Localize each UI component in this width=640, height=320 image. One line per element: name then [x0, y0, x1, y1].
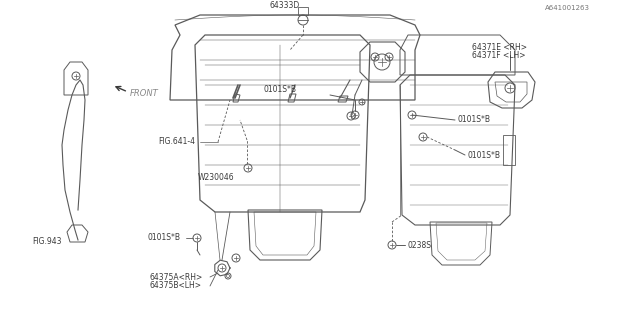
- Text: 0101S*B: 0101S*B: [264, 85, 297, 94]
- Text: FIG.641-4: FIG.641-4: [158, 138, 195, 147]
- Text: FRONT: FRONT: [130, 89, 159, 98]
- Text: 64371E <RH>: 64371E <RH>: [472, 43, 527, 52]
- Text: W230046: W230046: [198, 173, 235, 182]
- Text: 0238S: 0238S: [407, 241, 431, 250]
- Text: A641001263: A641001263: [545, 5, 590, 11]
- Text: 64375B<LH>: 64375B<LH>: [150, 282, 202, 291]
- Text: 0101S*B: 0101S*B: [148, 234, 181, 243]
- Text: 0101S*B: 0101S*B: [467, 150, 500, 159]
- Text: 64375A<RH>: 64375A<RH>: [150, 273, 204, 282]
- Text: 64371F <LH>: 64371F <LH>: [472, 52, 525, 60]
- Text: 64333D: 64333D: [270, 1, 300, 10]
- Text: FIG.943: FIG.943: [32, 237, 61, 246]
- Text: 0101S*B: 0101S*B: [457, 116, 490, 124]
